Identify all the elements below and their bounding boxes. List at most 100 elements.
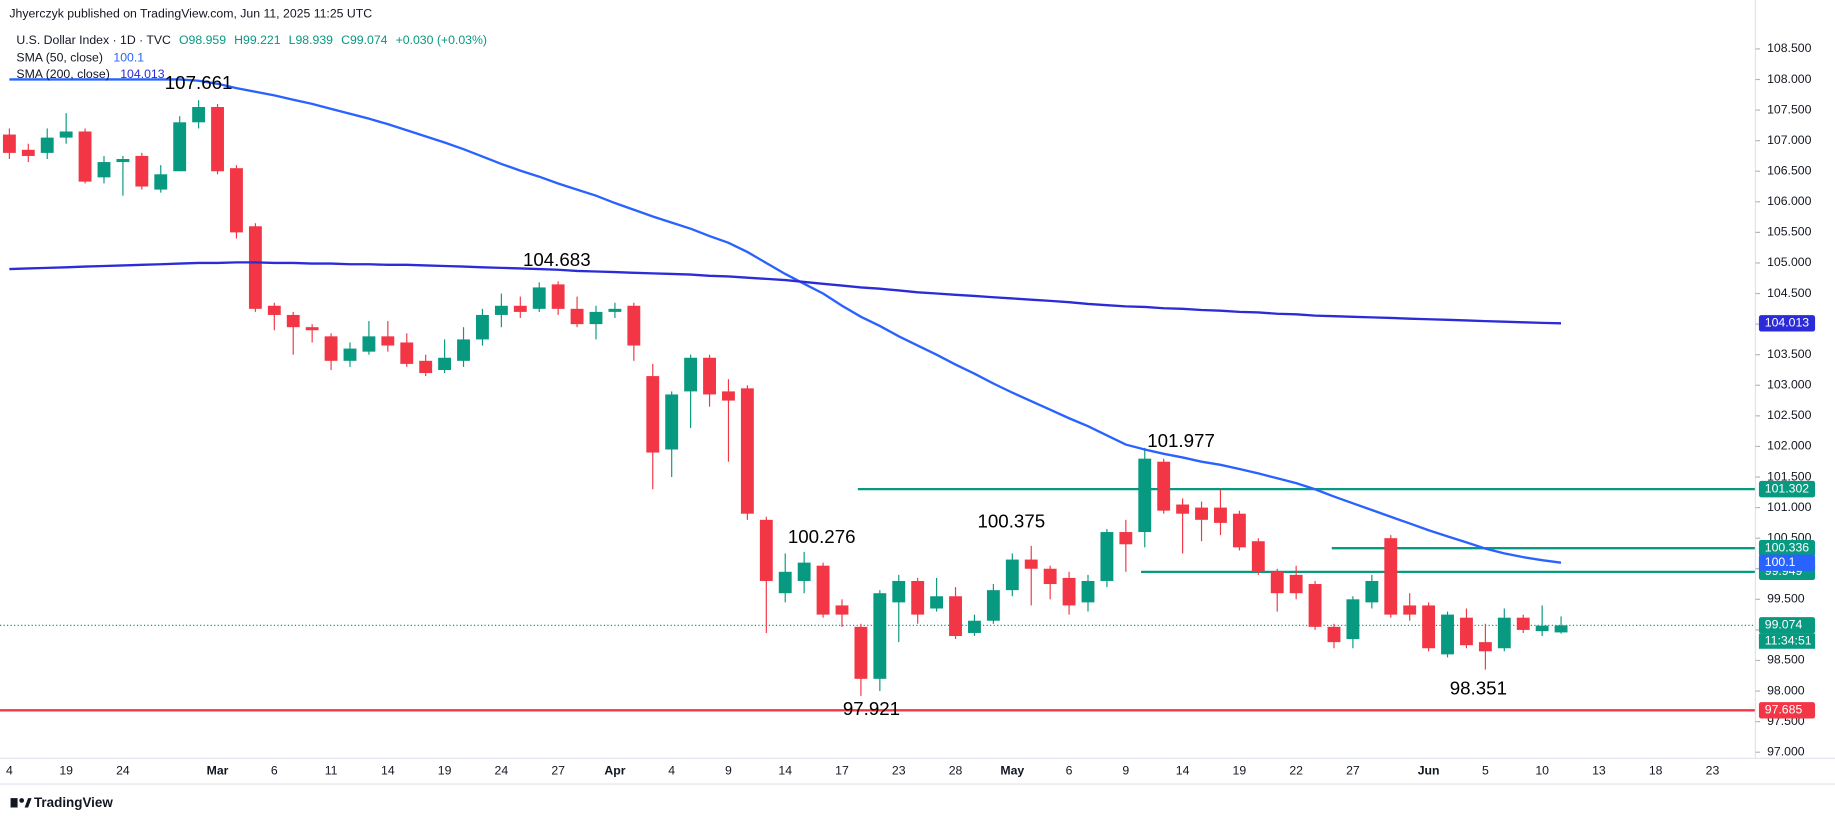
y-tick-label: 107.500 — [1767, 102, 1812, 116]
x-tick-label: 9 — [725, 763, 732, 777]
candle-body — [324, 336, 338, 361]
candle-body — [1460, 617, 1473, 646]
ohlc-high: H99.221 — [234, 33, 281, 47]
price-axis: 97.00097.50098.00098.50099.00099.500100.… — [1755, 41, 1816, 758]
candle-body — [438, 357, 452, 370]
sma50-tag-label: 100.1 — [1765, 555, 1796, 569]
candle-body — [305, 327, 319, 331]
candle-body — [154, 174, 168, 190]
x-tick-label: 23 — [892, 763, 906, 777]
candle-body — [873, 593, 887, 679]
candle-body — [1535, 625, 1549, 632]
x-tick-label: 4 — [6, 763, 13, 777]
candle-body — [494, 305, 508, 315]
candle-body — [1214, 507, 1227, 523]
legend-name: SMA (50, close) — [16, 51, 103, 65]
y-tick-label: 107.000 — [1767, 133, 1812, 147]
price-annotation: 100.276 — [788, 526, 856, 547]
candle-body — [911, 580, 925, 615]
candle-body — [949, 596, 962, 637]
y-tick-label: 101.500 — [1767, 469, 1812, 483]
y-tick-label: 102.000 — [1767, 439, 1812, 453]
y-tick-label: 103.000 — [1767, 378, 1812, 392]
price-annotation: 97.921 — [843, 698, 900, 719]
x-tick-label: 19 — [1233, 763, 1247, 777]
y-tick-label: 97.000 — [1767, 744, 1805, 758]
logo-shape — [19, 798, 25, 803]
legend-sma50[interactable]: SMA (50, close) 100.1 — [16, 51, 144, 65]
candle-body — [1441, 614, 1454, 655]
y-tick-label: 104.500 — [1767, 286, 1812, 300]
candle-body — [457, 339, 470, 361]
candle-body — [1289, 574, 1303, 594]
candle-body — [892, 580, 906, 603]
y-tick-label: 98.000 — [1767, 683, 1805, 697]
legend-value: 104.013 — [120, 67, 165, 81]
candle-body — [1081, 580, 1095, 603]
candle-body — [1232, 513, 1246, 548]
candle-body — [78, 131, 92, 182]
candle-body — [986, 590, 1000, 621]
countdown: 11:34:51 — [1765, 633, 1812, 647]
candle-body — [192, 107, 206, 123]
candle-body — [230, 168, 243, 233]
candle-body — [1497, 617, 1511, 649]
sma200-tag-label: 104.013 — [1765, 316, 1810, 330]
x-tick-label: 5 — [1482, 763, 1489, 777]
ohlc-close: C99.074 — [341, 33, 388, 47]
candle-body — [1062, 577, 1076, 606]
x-tick-label: 11 — [325, 763, 338, 777]
candle-body — [1119, 532, 1133, 545]
candle-body — [835, 605, 849, 615]
candle-body — [135, 155, 149, 187]
level-tag — [1758, 540, 1816, 557]
price-annotation: 101.977 — [1147, 430, 1215, 451]
candle-body — [646, 376, 660, 453]
price-annotation: 100.375 — [977, 510, 1045, 531]
ohlc-open: O98.959 — [179, 33, 226, 47]
candle-body — [1554, 625, 1568, 633]
candle-body — [589, 311, 603, 325]
x-tick-label: 18 — [1649, 763, 1663, 777]
candle-body — [1308, 584, 1322, 627]
y-tick-label: 103.500 — [1767, 347, 1812, 361]
candle-body — [362, 336, 376, 352]
candle-body — [608, 308, 622, 312]
sma200-tag — [1758, 315, 1816, 332]
x-tick-label: Apr — [604, 763, 625, 777]
candle-body — [211, 107, 224, 172]
candle-body — [1251, 541, 1265, 572]
level-tag — [1758, 702, 1816, 719]
publisher: Jhyerczyk published on TradingView.com, … — [9, 6, 372, 20]
candle-body — [665, 394, 679, 450]
candle-body — [267, 305, 281, 315]
y-tick-label: 98.500 — [1767, 653, 1805, 667]
candle-body — [1327, 626, 1341, 643]
x-tick-label: 28 — [949, 763, 963, 777]
level-tag-label: 101.302 — [1765, 481, 1810, 495]
candle-body — [1384, 538, 1398, 615]
candle-body — [1195, 507, 1208, 520]
candle-body — [684, 357, 698, 392]
x-tick-label: 19 — [59, 763, 73, 777]
candle-body — [1024, 559, 1038, 569]
candle-body — [1005, 559, 1019, 591]
candle-body — [1100, 532, 1114, 581]
candle-body — [703, 357, 716, 395]
candle-body — [816, 565, 830, 615]
candle-body — [968, 620, 981, 633]
ohlc-low: L98.939 — [289, 33, 334, 47]
x-tick-label: 24 — [116, 763, 130, 777]
legend-sma200[interactable]: SMA (200, close) 104.013 — [16, 67, 164, 81]
logo: TradingView — [10, 795, 113, 810]
candle-body — [797, 562, 811, 581]
x-tick-label: 9 — [1122, 763, 1129, 777]
x-tick-label: May — [1000, 763, 1024, 777]
sma50-tag — [1758, 554, 1816, 571]
x-tick-label: 10 — [1535, 763, 1549, 777]
level-tag-label: 97.685 — [1765, 703, 1803, 717]
candle-body — [59, 131, 73, 138]
candle-body — [97, 162, 111, 178]
x-tick-label: Jun — [1418, 763, 1440, 777]
